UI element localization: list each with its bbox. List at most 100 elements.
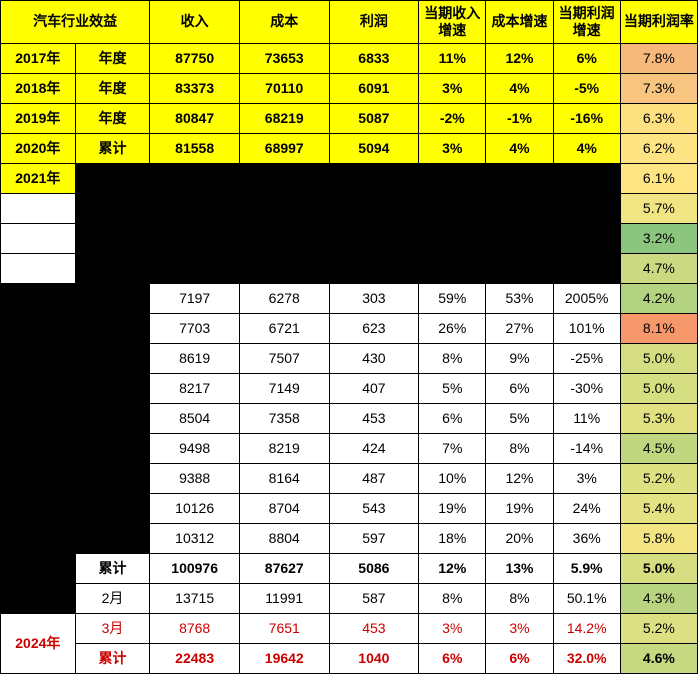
income-growth-cell: 19% xyxy=(419,493,486,523)
cost-growth-cell xyxy=(486,163,553,193)
profit-rate-cell: 5.0% xyxy=(620,343,697,373)
cost-growth-cell: 13% xyxy=(486,553,553,583)
profit-growth-cell: 50.1% xyxy=(553,583,620,613)
header-profit-growth: 当期利润增速 xyxy=(553,1,620,44)
cost-cell: 68997 xyxy=(239,133,329,163)
table-row: 7197627830359%53%2005%4.2% xyxy=(1,283,698,313)
income-growth-cell: 59% xyxy=(419,283,486,313)
period-cell: 年度 xyxy=(75,43,150,73)
profit-growth-cell: 4% xyxy=(553,133,620,163)
period-cell xyxy=(75,193,150,223)
period-cell xyxy=(75,433,150,463)
year-cell: 2020年 xyxy=(1,133,76,163)
table-row: 7703672162326%27%101%8.1% xyxy=(1,313,698,343)
table-row: 累计10097687627508612%13%5.9%5.0% xyxy=(1,553,698,583)
income-growth-cell xyxy=(419,193,486,223)
header-cost: 成本 xyxy=(239,1,329,44)
year-cell xyxy=(1,343,76,373)
period-cell: 3月 xyxy=(75,613,150,643)
profit-cell xyxy=(329,163,419,193)
year-cell: 2019年 xyxy=(1,103,76,133)
profit-rate-cell: 4.2% xyxy=(620,283,697,313)
table-body: 2017年年度8775073653683311%12%6%7.8%2018年年度… xyxy=(1,43,698,673)
table-row: 3.2% xyxy=(1,223,698,253)
cost-growth-cell: 19% xyxy=(486,493,553,523)
profit-rate-cell: 4.5% xyxy=(620,433,697,463)
table-row: 821771494075%6%-30%5.0% xyxy=(1,373,698,403)
income-cell: 22483 xyxy=(150,643,240,673)
income-cell: 7703 xyxy=(150,313,240,343)
profit-rate-cell: 6.3% xyxy=(620,103,697,133)
cost-cell: 8804 xyxy=(239,523,329,553)
profit-cell: 487 xyxy=(329,463,419,493)
profit-cell: 430 xyxy=(329,343,419,373)
header-row: 汽车行业效益 收入 成本 利润 当期收入增速 成本增速 当期利润增速 当期利润率 xyxy=(1,1,698,44)
year-cell xyxy=(1,583,76,613)
cost-growth-cell xyxy=(486,253,553,283)
table-row: 949882194247%8%-14%4.5% xyxy=(1,433,698,463)
profit-rate-cell: 4.6% xyxy=(620,643,697,673)
profit-rate-cell: 5.3% xyxy=(620,403,697,433)
cost-cell: 8164 xyxy=(239,463,329,493)
income-cell: 81558 xyxy=(150,133,240,163)
profit-growth-cell: -14% xyxy=(553,433,620,463)
period-cell: 累计 xyxy=(75,643,150,673)
profit-rate-cell: 7.3% xyxy=(620,73,697,103)
period-cell: 累计 xyxy=(75,133,150,163)
cost-growth-cell: -1% xyxy=(486,103,553,133)
header-income-growth: 当期收入增速 xyxy=(419,1,486,44)
income-growth-cell: 12% xyxy=(419,553,486,583)
cost-cell xyxy=(239,193,329,223)
period-cell xyxy=(75,223,150,253)
profit-rate-cell: 4.7% xyxy=(620,253,697,283)
period-cell: 累计 xyxy=(75,553,150,583)
profit-cell: 597 xyxy=(329,523,419,553)
cost-growth-cell: 12% xyxy=(486,43,553,73)
profit-cell: 407 xyxy=(329,373,419,403)
year-cell xyxy=(1,403,76,433)
header-title: 汽车行业效益 xyxy=(1,1,150,44)
table-row: 10126870454319%19%24%5.4% xyxy=(1,493,698,523)
table-row: 4.7% xyxy=(1,253,698,283)
period-cell xyxy=(75,463,150,493)
profit-cell: 587 xyxy=(329,583,419,613)
profit-rate-cell: 6.1% xyxy=(620,163,697,193)
profit-growth-cell: 6% xyxy=(553,43,620,73)
cost-growth-cell xyxy=(486,223,553,253)
year-cell: 2024年 xyxy=(1,613,76,673)
profit-growth-cell xyxy=(553,163,620,193)
cost-growth-cell: 27% xyxy=(486,313,553,343)
period-cell: 年度 xyxy=(75,73,150,103)
cost-cell: 73653 xyxy=(239,43,329,73)
header-profit: 利润 xyxy=(329,1,419,44)
cost-cell: 19642 xyxy=(239,643,329,673)
period-cell xyxy=(75,373,150,403)
cost-cell: 7651 xyxy=(239,613,329,643)
period-cell xyxy=(75,523,150,553)
cost-growth-cell: 4% xyxy=(486,133,553,163)
year-cell xyxy=(1,553,76,583)
profit-growth-cell: 32.0% xyxy=(553,643,620,673)
profit-rate-cell: 5.2% xyxy=(620,613,697,643)
year-cell: 2018年 xyxy=(1,73,76,103)
profit-rate-cell: 5.2% xyxy=(620,463,697,493)
profit-growth-cell: 2005% xyxy=(553,283,620,313)
period-cell xyxy=(75,403,150,433)
year-cell xyxy=(1,493,76,523)
income-cell xyxy=(150,223,240,253)
table-row: 10312880459718%20%36%5.8% xyxy=(1,523,698,553)
auto-industry-table: 汽车行业效益 收入 成本 利润 当期收入增速 成本增速 当期利润增速 当期利润率… xyxy=(0,0,698,674)
profit-cell: 6091 xyxy=(329,73,419,103)
year-cell xyxy=(1,193,76,223)
table-row: 2017年年度8775073653683311%12%6%7.8% xyxy=(1,43,698,73)
profit-rate-cell: 7.8% xyxy=(620,43,697,73)
period-cell xyxy=(75,343,150,373)
profit-cell: 1040 xyxy=(329,643,419,673)
profit-growth-cell: 101% xyxy=(553,313,620,343)
cost-growth-cell: 6% xyxy=(486,643,553,673)
profit-rate-cell: 4.3% xyxy=(620,583,697,613)
cost-growth-cell: 8% xyxy=(486,583,553,613)
cost-growth-cell: 53% xyxy=(486,283,553,313)
profit-growth-cell: 5.9% xyxy=(553,553,620,583)
cost-cell: 11991 xyxy=(239,583,329,613)
